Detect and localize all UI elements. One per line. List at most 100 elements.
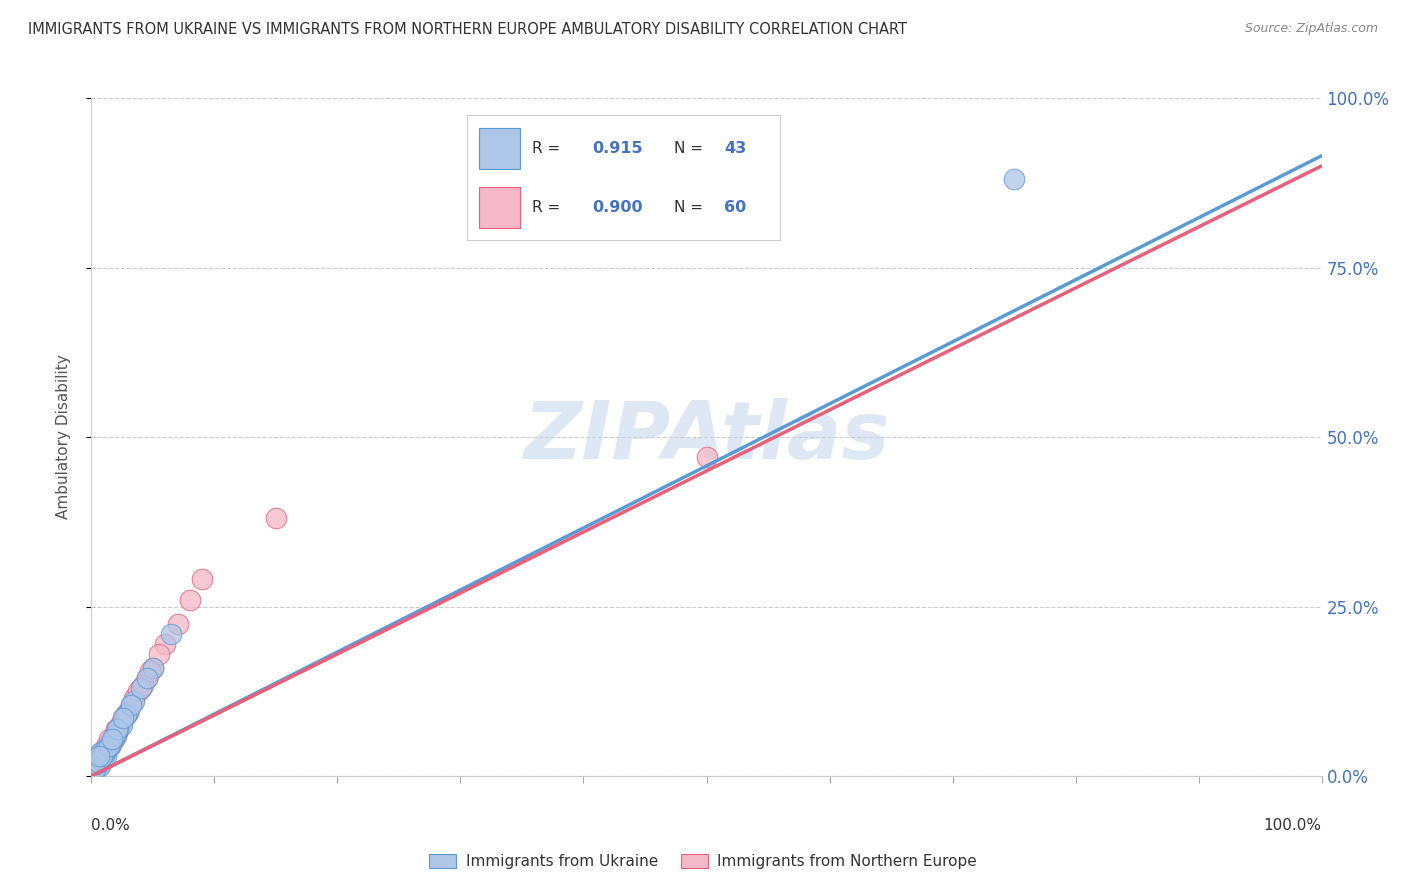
Point	[87, 756, 110, 771]
Point	[105, 728, 127, 742]
Point	[105, 722, 127, 736]
Point	[87, 748, 110, 763]
Point	[124, 694, 146, 708]
Point	[91, 750, 114, 764]
Point	[86, 761, 108, 775]
Point	[97, 739, 120, 753]
Point	[89, 750, 111, 764]
Point	[135, 671, 157, 685]
Point	[91, 747, 114, 762]
Point	[86, 759, 108, 773]
Point	[84, 762, 107, 776]
Point	[87, 748, 110, 763]
Point	[117, 705, 139, 719]
Point	[84, 761, 107, 775]
Point	[97, 739, 120, 753]
Point	[86, 756, 108, 770]
Point	[114, 708, 136, 723]
Point	[94, 743, 117, 757]
Point	[101, 731, 124, 746]
Text: 0.0%: 0.0%	[91, 818, 131, 832]
Point	[103, 728, 125, 742]
Point	[86, 756, 108, 770]
Point	[96, 745, 117, 759]
Point	[148, 647, 170, 661]
Point	[90, 748, 112, 763]
Point	[117, 705, 139, 719]
Point	[91, 748, 114, 763]
Point	[93, 748, 115, 763]
Point	[83, 764, 105, 778]
Point	[112, 711, 135, 725]
Point	[124, 691, 146, 706]
Point	[87, 752, 110, 766]
Y-axis label: Ambulatory Disability: Ambulatory Disability	[56, 355, 70, 519]
Point	[127, 684, 149, 698]
Point	[103, 731, 125, 746]
Point	[100, 735, 122, 749]
Point	[166, 616, 188, 631]
Point	[107, 722, 129, 736]
Point	[87, 752, 110, 766]
Point	[98, 735, 121, 749]
Point	[100, 735, 122, 749]
Point	[86, 756, 108, 771]
Point	[97, 731, 120, 746]
Point	[89, 754, 111, 768]
Point	[105, 728, 127, 742]
Point	[93, 747, 115, 762]
Point	[264, 511, 287, 525]
Point	[89, 752, 111, 766]
Point	[104, 728, 127, 742]
Point	[139, 664, 162, 678]
Point	[179, 592, 201, 607]
Point	[90, 745, 112, 759]
Point	[93, 752, 115, 766]
Point	[98, 739, 121, 753]
Point	[160, 626, 183, 640]
Point	[86, 759, 108, 773]
Point	[83, 764, 105, 778]
Point	[90, 745, 112, 759]
Point	[142, 660, 165, 674]
Point	[86, 752, 108, 766]
Point	[86, 756, 108, 770]
Text: Source: ZipAtlas.com: Source: ZipAtlas.com	[1244, 22, 1378, 36]
Point	[86, 756, 108, 770]
Text: 100.0%: 100.0%	[1264, 818, 1322, 832]
Point	[117, 705, 139, 719]
Point	[96, 739, 117, 753]
Point	[191, 573, 214, 587]
Point	[129, 681, 152, 695]
Point	[84, 759, 107, 773]
Point	[111, 714, 134, 729]
Point	[86, 756, 108, 771]
Point	[132, 677, 155, 691]
Point	[153, 637, 177, 651]
Point	[84, 762, 107, 776]
Point	[89, 759, 111, 773]
Point	[105, 722, 128, 736]
Point	[104, 728, 127, 742]
Point	[96, 748, 117, 763]
Point	[114, 708, 138, 723]
Point	[142, 660, 165, 674]
Point	[96, 740, 118, 755]
Point	[120, 698, 142, 712]
Point	[120, 698, 142, 712]
Point	[114, 708, 138, 723]
Text: IMMIGRANTS FROM UKRAINE VS IMMIGRANTS FROM NORTHERN EUROPE AMBULATORY DISABILITY: IMMIGRANTS FROM UKRAINE VS IMMIGRANTS FR…	[28, 22, 907, 37]
Point	[108, 718, 131, 732]
Text: ZIPAtlas: ZIPAtlas	[523, 398, 890, 476]
Point	[93, 745, 115, 759]
Point	[105, 725, 128, 739]
Point	[135, 671, 157, 685]
Point	[91, 754, 114, 768]
Point	[695, 450, 717, 465]
Point	[98, 739, 121, 753]
Point	[96, 742, 118, 756]
Point	[87, 756, 110, 770]
Point	[107, 722, 129, 736]
Point	[90, 756, 112, 770]
Point	[94, 743, 117, 757]
